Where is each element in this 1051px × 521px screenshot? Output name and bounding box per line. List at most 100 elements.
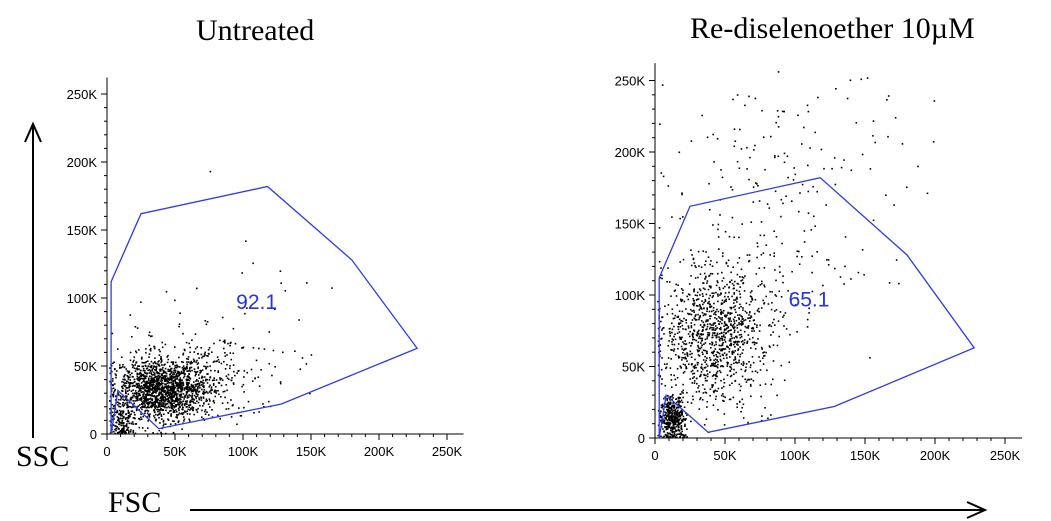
event-point <box>722 277 725 279</box>
event-point <box>725 332 727 334</box>
event-point <box>197 385 200 388</box>
event-point <box>179 380 181 382</box>
event-point <box>130 413 132 415</box>
event-point <box>694 319 697 321</box>
event-point <box>186 403 188 405</box>
event-point <box>206 321 209 323</box>
event-point <box>708 297 710 300</box>
event-point <box>748 95 750 98</box>
event-point <box>211 351 213 353</box>
event-point <box>708 332 711 334</box>
event-point <box>690 370 693 373</box>
event-point <box>712 364 714 367</box>
event-point <box>730 306 733 309</box>
event-point <box>762 252 765 254</box>
event-point <box>157 385 160 387</box>
event-point <box>180 384 183 387</box>
event-point <box>673 427 676 429</box>
event-point <box>160 359 163 361</box>
event-point <box>194 383 197 386</box>
event-point <box>151 392 153 395</box>
event-point <box>770 334 772 336</box>
event-point <box>161 402 163 404</box>
event-point <box>176 378 179 380</box>
event-point <box>724 328 726 330</box>
event-point <box>134 395 136 398</box>
event-point <box>670 358 672 360</box>
event-point <box>146 403 149 405</box>
event-point <box>178 412 181 414</box>
event-point <box>692 373 694 375</box>
event-point <box>184 349 186 352</box>
y-tick-label: 250K <box>615 74 646 89</box>
event-point <box>813 215 815 218</box>
event-point <box>152 383 154 385</box>
event-point <box>680 410 682 413</box>
event-point <box>146 386 149 388</box>
event-point <box>210 369 212 372</box>
event-point <box>150 398 153 401</box>
event-point <box>149 349 152 352</box>
event-point <box>676 414 679 417</box>
event-point <box>220 384 223 387</box>
event-point <box>182 416 185 418</box>
event-point <box>731 325 734 327</box>
event-point <box>726 283 728 286</box>
event-point <box>713 350 715 352</box>
event-point <box>193 399 195 401</box>
event-point <box>700 340 703 342</box>
event-point <box>175 361 177 364</box>
event-point <box>917 165 919 168</box>
event-point <box>752 319 755 322</box>
event-point <box>720 394 723 397</box>
event-point <box>241 347 243 349</box>
event-point <box>152 432 154 434</box>
event-point <box>133 402 135 405</box>
event-point <box>163 423 165 425</box>
event-point <box>708 310 711 313</box>
event-point <box>166 356 168 358</box>
event-point <box>196 411 199 413</box>
event-point <box>182 413 184 416</box>
event-point <box>768 345 771 347</box>
event-point <box>748 303 751 306</box>
event-point <box>803 126 805 129</box>
event-point <box>144 386 147 389</box>
event-point <box>796 297 798 299</box>
event-point <box>714 381 717 384</box>
event-point <box>161 394 163 397</box>
event-point <box>680 405 682 408</box>
event-point <box>195 373 197 375</box>
event-point <box>151 364 153 367</box>
event-point <box>152 401 154 404</box>
event-point <box>682 372 685 374</box>
event-point <box>121 415 123 417</box>
event-point <box>198 382 201 384</box>
event-point <box>781 110 784 113</box>
event-point <box>673 374 675 377</box>
event-point <box>126 403 128 406</box>
event-point <box>722 312 724 314</box>
event-point <box>730 271 732 274</box>
event-point <box>661 274 663 277</box>
event-point <box>667 402 669 405</box>
event-point <box>131 385 134 387</box>
event-point <box>168 400 170 402</box>
event-point <box>203 365 205 368</box>
event-point <box>175 405 178 408</box>
event-point <box>150 360 153 363</box>
event-point <box>174 400 177 402</box>
event-point <box>703 366 706 369</box>
event-point <box>163 400 166 402</box>
event-point <box>728 298 730 300</box>
event-point <box>691 319 694 321</box>
event-point <box>128 370 130 373</box>
event-point <box>209 376 211 379</box>
event-point <box>211 379 214 382</box>
event-point <box>695 319 698 321</box>
event-point <box>661 329 663 331</box>
event-point <box>799 192 801 194</box>
event-point <box>697 276 699 279</box>
event-point <box>701 363 703 366</box>
event-point <box>148 390 150 393</box>
